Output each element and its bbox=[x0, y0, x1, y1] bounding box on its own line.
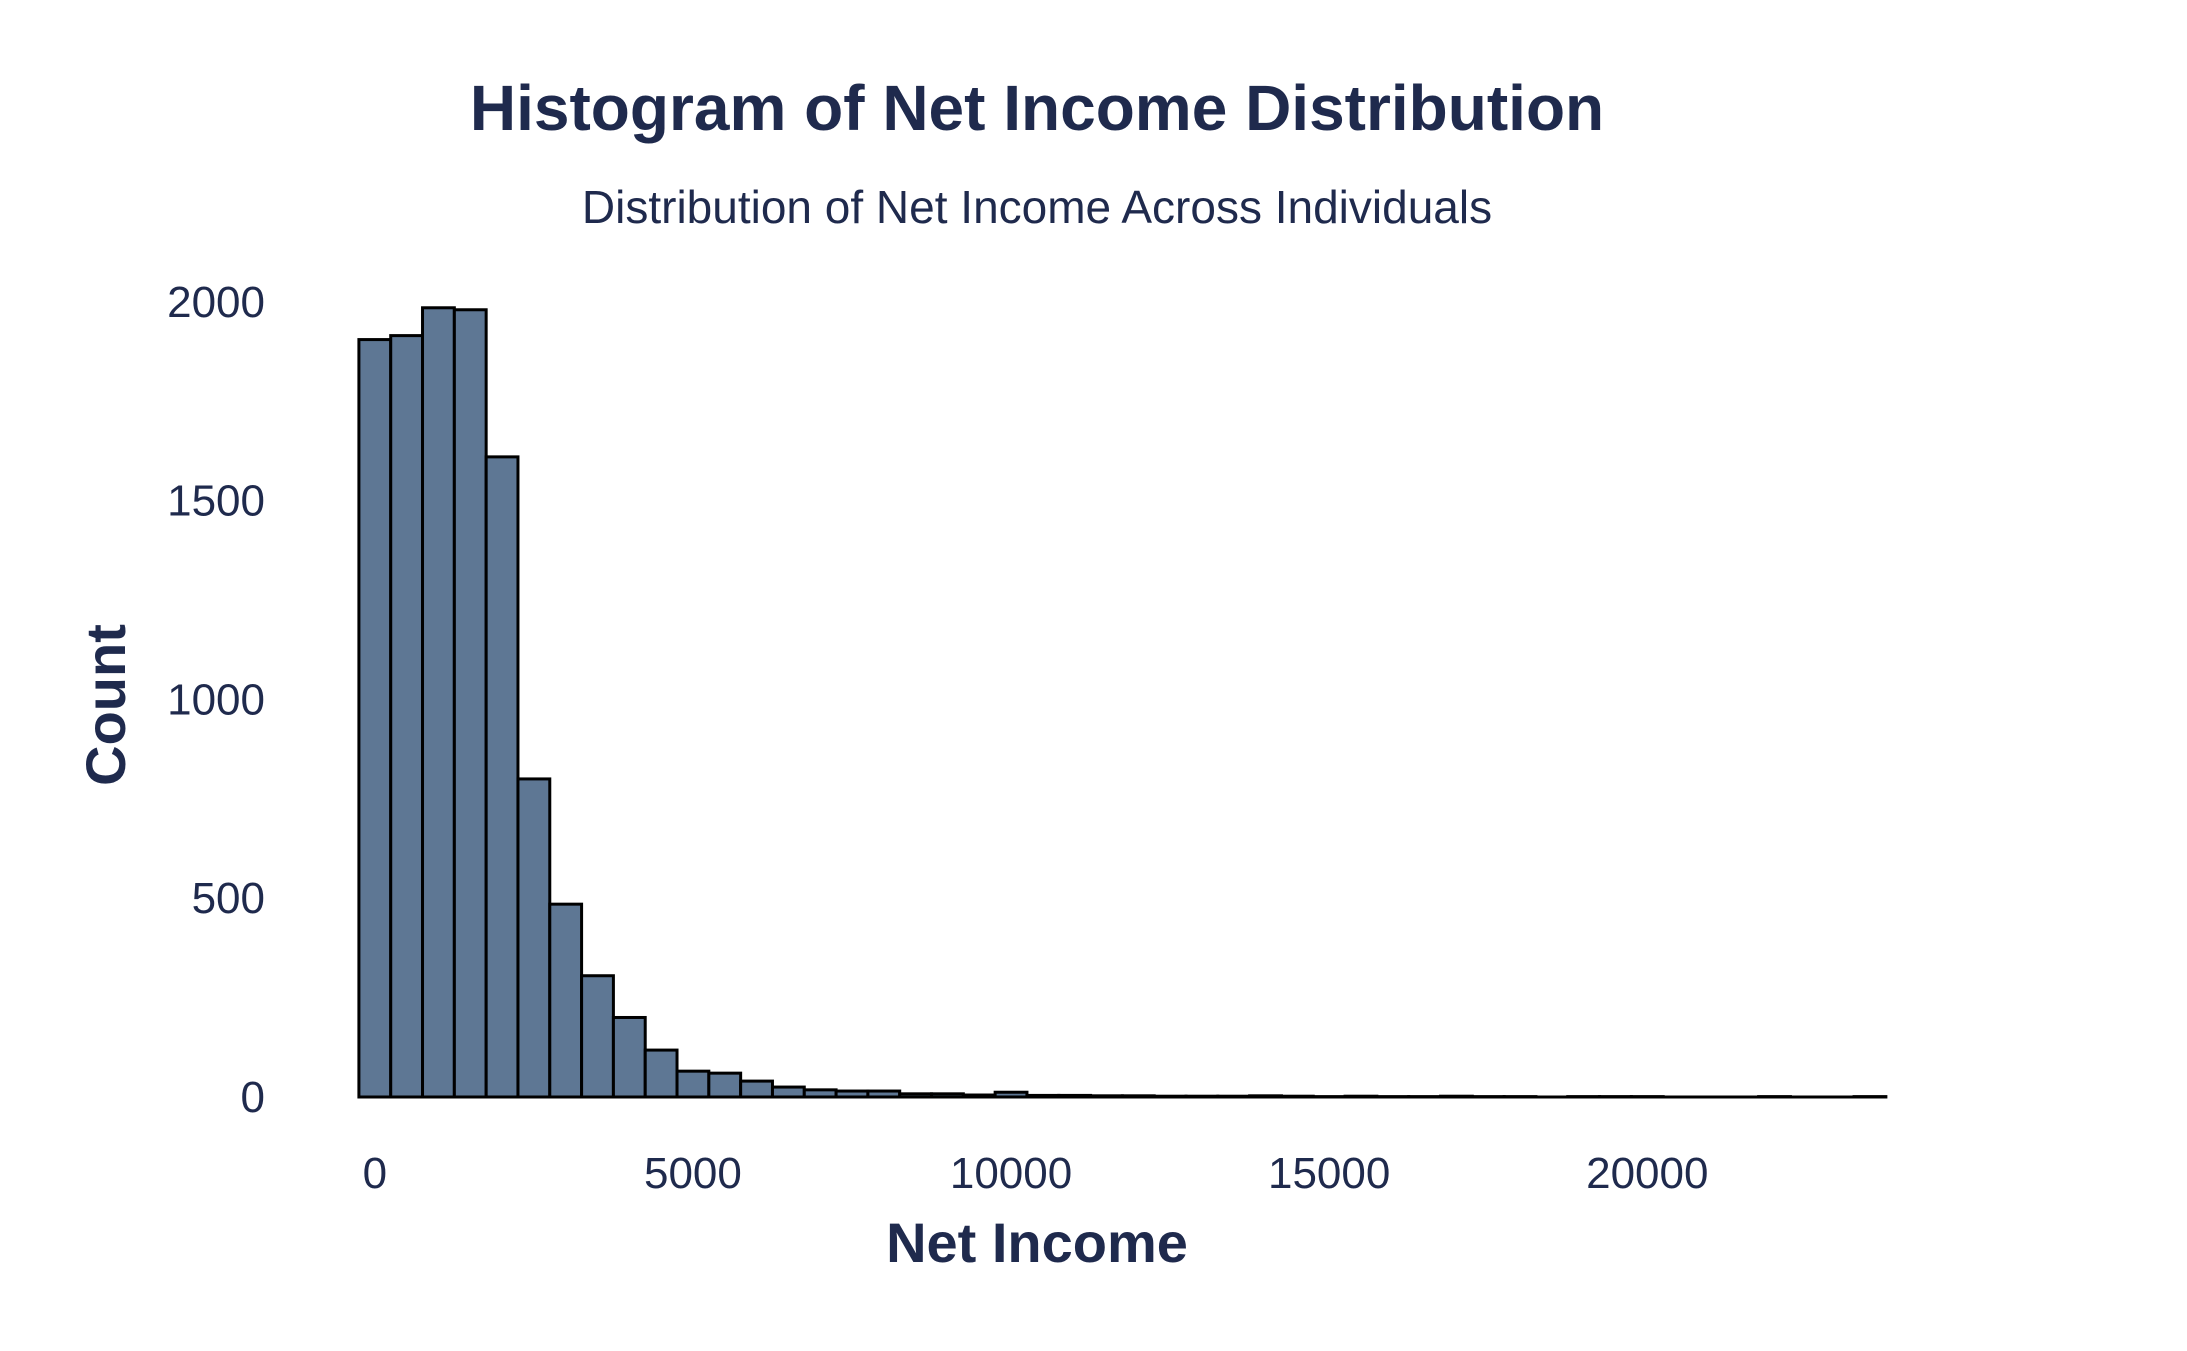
histogram-bar bbox=[611, 1015, 647, 1099]
histogram-bar bbox=[707, 1071, 743, 1099]
y-tick-label: 2000 bbox=[167, 278, 265, 327]
y-axis-title: Count bbox=[74, 624, 137, 786]
x-tick-label: 0 bbox=[363, 1149, 387, 1198]
x-tick-label: 5000 bbox=[644, 1149, 742, 1198]
y-tick-label: 1000 bbox=[167, 675, 265, 724]
histogram-bar bbox=[643, 1048, 679, 1099]
y-tick-label: 1500 bbox=[167, 477, 265, 526]
x-tick-label: 10000 bbox=[950, 1149, 1072, 1198]
histogram-bar bbox=[675, 1069, 711, 1099]
x-axis-title: Net Income bbox=[886, 1211, 1188, 1274]
bars-group bbox=[357, 306, 1888, 1099]
histogram-bar bbox=[389, 334, 425, 1099]
chart-subtitle: Distribution of Net Income Across Indivi… bbox=[582, 181, 1492, 233]
x-tick-labels: 0 5000 10000 15000 20000 bbox=[363, 1149, 1709, 1198]
y-tick-label: 500 bbox=[192, 874, 265, 923]
histogram-bar bbox=[357, 338, 393, 1099]
x-tick-label: 20000 bbox=[1586, 1149, 1708, 1198]
histogram-bar bbox=[548, 902, 584, 1099]
chart-title: Histogram of Net Income Distribution bbox=[470, 72, 1604, 144]
histogram-bar bbox=[452, 308, 488, 1099]
x-tick-label: 15000 bbox=[1268, 1149, 1390, 1198]
histogram-bar bbox=[580, 974, 615, 1099]
histogram-bar bbox=[421, 306, 456, 1099]
histogram-bar bbox=[739, 1079, 774, 1099]
histogram-bar bbox=[516, 777, 552, 1099]
y-tick-label: 0 bbox=[241, 1073, 265, 1122]
y-tick-labels: 0 500 1000 1500 2000 bbox=[167, 278, 265, 1122]
histogram-bar bbox=[484, 455, 520, 1099]
